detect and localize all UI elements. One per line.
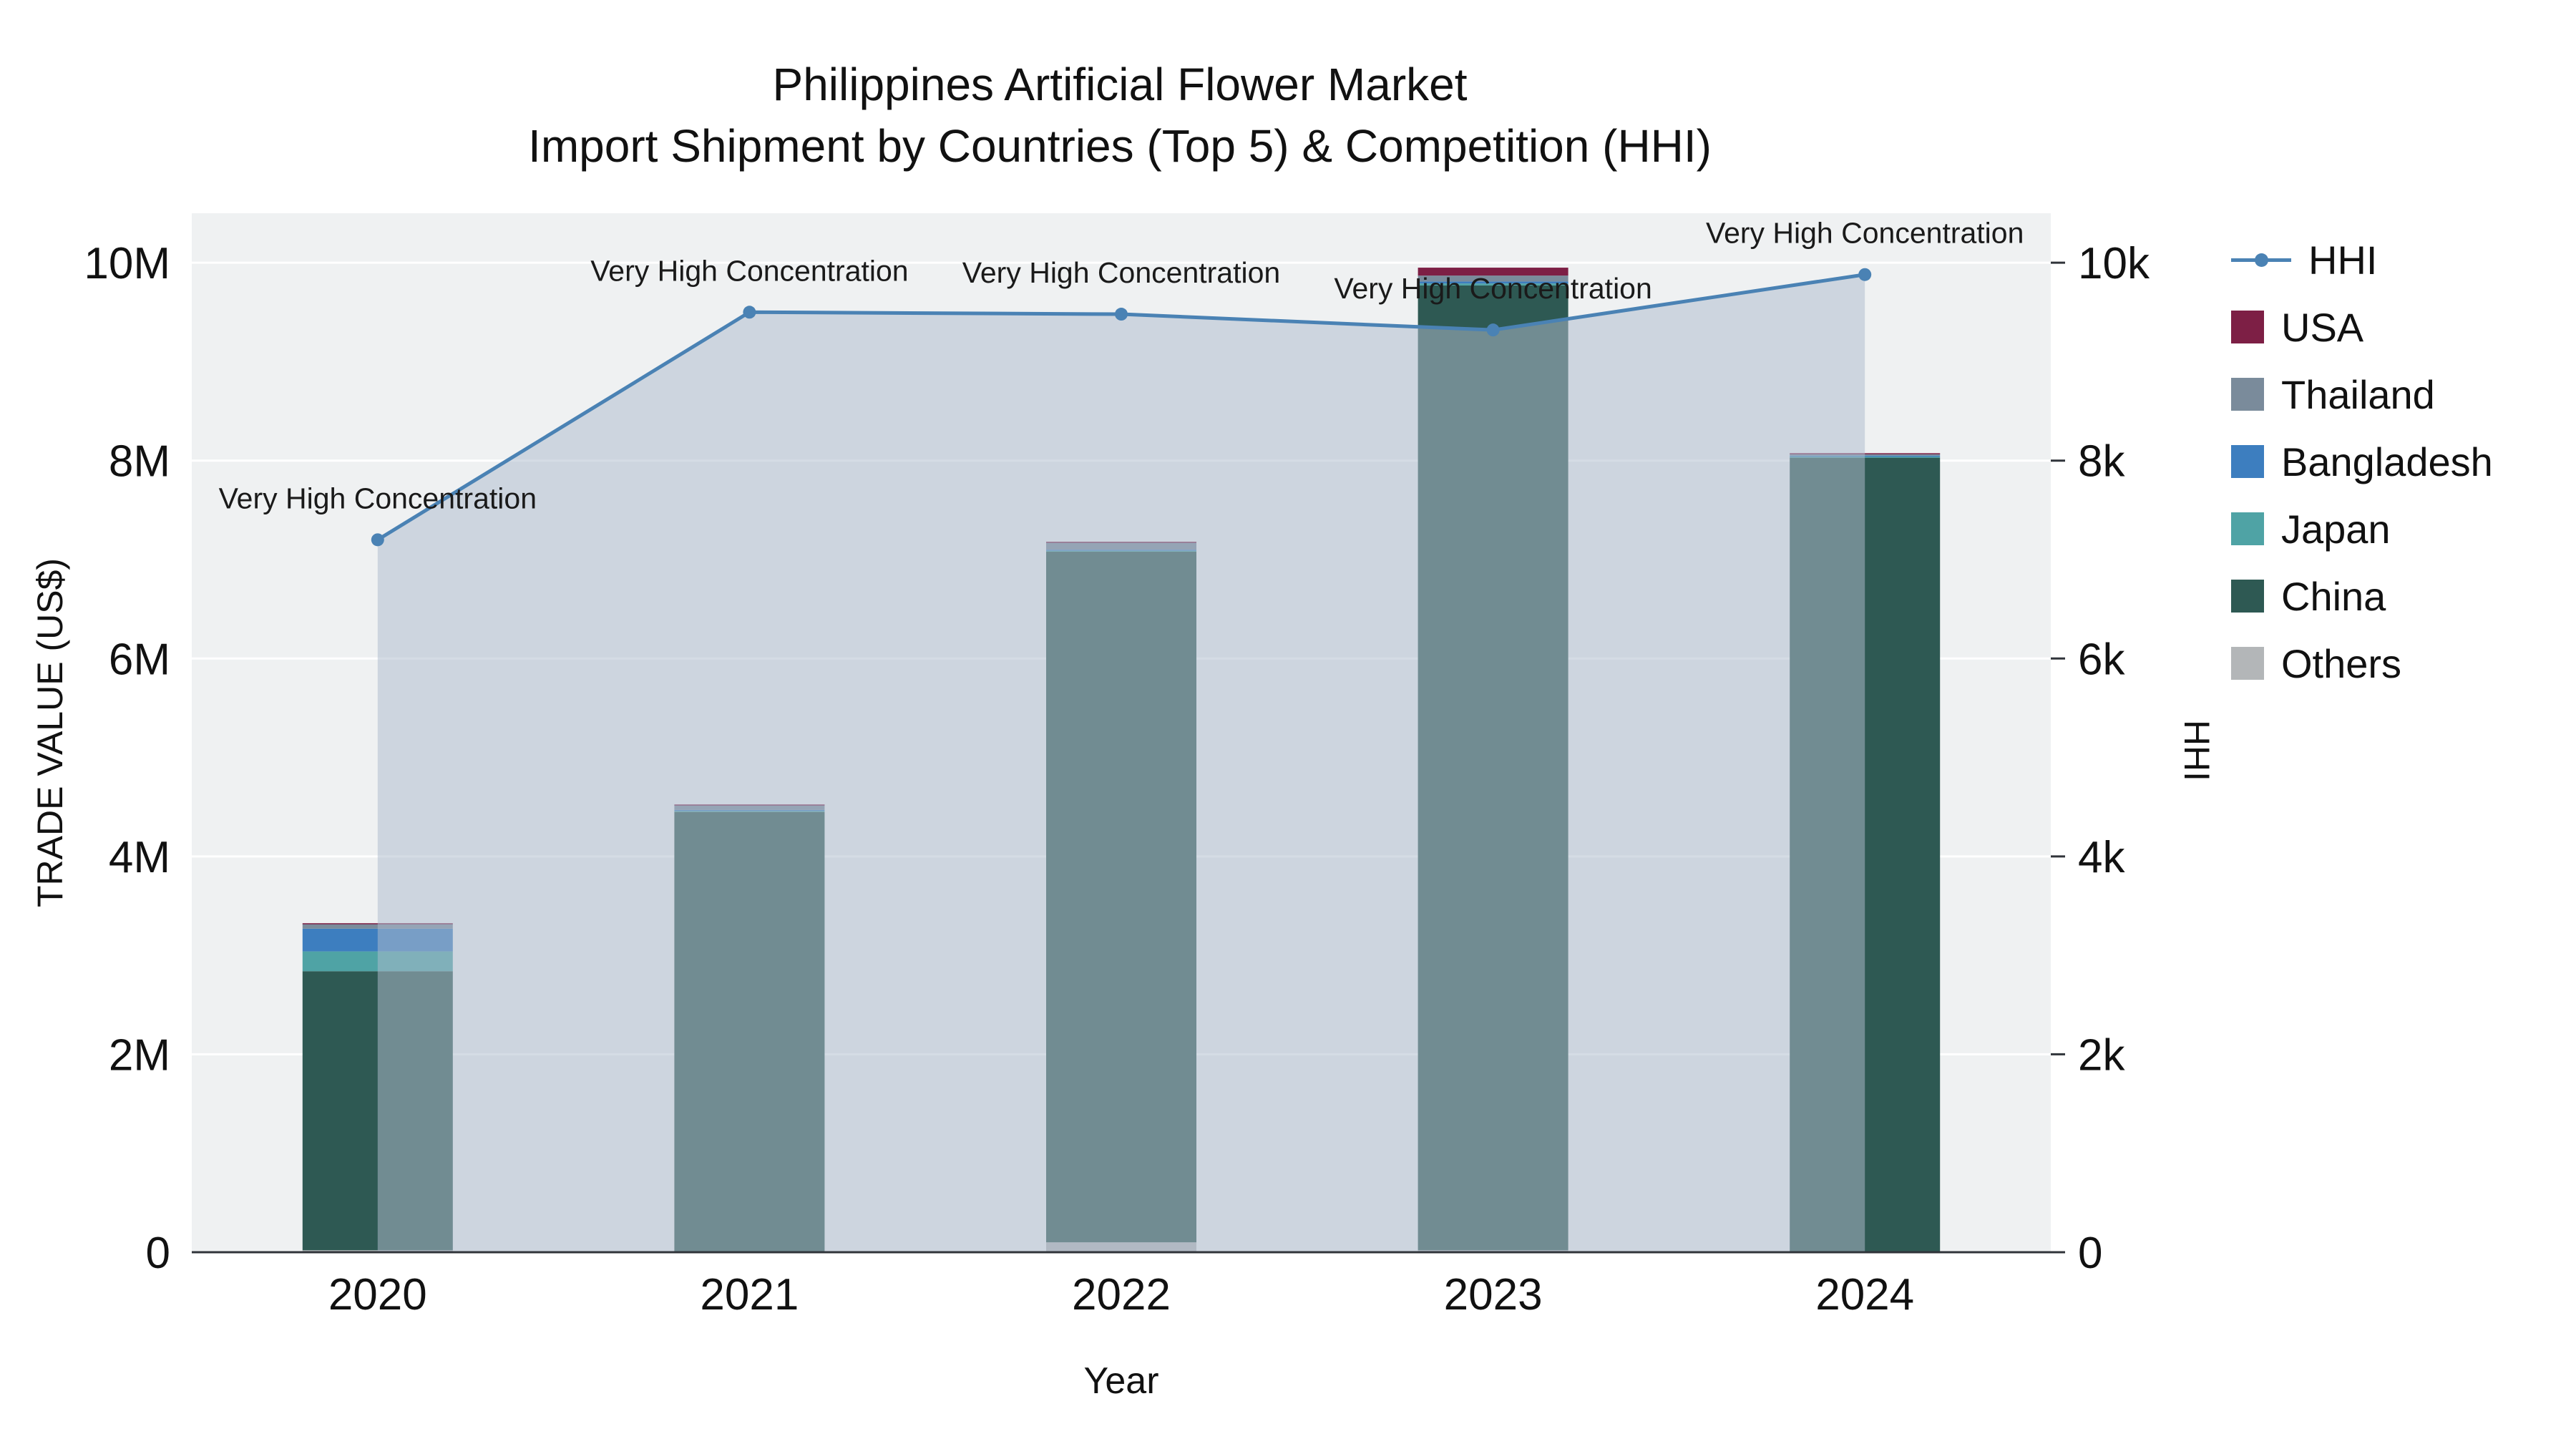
- legend-color-swatch: [2231, 378, 2264, 411]
- left-axis-tick-label: 8M: [109, 437, 170, 487]
- left-axis-tick-label: 6M: [109, 635, 170, 684]
- x-axis-tick-label: 2020: [328, 1270, 427, 1319]
- right-axis-tick-label: 4k: [2078, 833, 2125, 882]
- chart-title: Philippines Artificial Flower Market Imp…: [0, 54, 2240, 177]
- left-axis-tick-label: 2M: [109, 1030, 170, 1080]
- x-axis-tick-label: 2023: [1444, 1270, 1543, 1319]
- legend-label: USA: [2281, 304, 2364, 350]
- legend-label: Japan: [2281, 506, 2391, 552]
- hhi-point[interactable]: [1115, 308, 1128, 321]
- hhi-point[interactable]: [743, 306, 756, 319]
- left-axis-tick-label: 4M: [109, 833, 170, 882]
- bar-segment-bangladesh[interactable]: [1418, 281, 1568, 284]
- left-axis-tick-label: 10M: [84, 239, 170, 288]
- legend-color-swatch: [2231, 580, 2264, 613]
- hhi-point[interactable]: [371, 533, 384, 547]
- bar-segment-thailand[interactable]: [1418, 275, 1568, 282]
- chart-title-line1: Philippines Artificial Flower Market: [772, 59, 1468, 110]
- legend-item-thailand[interactable]: Thailand: [2231, 371, 2493, 418]
- legend-item-hhi[interactable]: HHI: [2231, 236, 2493, 283]
- hhi-annotation: Very High Concentration: [1706, 217, 2024, 250]
- legend-color-swatch: [2231, 445, 2264, 478]
- left-axis-tick-label: 0: [146, 1229, 170, 1278]
- hhi-annotation: Very High Concentration: [962, 256, 1280, 289]
- legend: HHI USA Thailand Bangladesh Japan China Others: [2231, 236, 2493, 687]
- x-axis-tick-label: 2022: [1072, 1270, 1171, 1319]
- right-axis-tick-label: 2k: [2078, 1030, 2125, 1080]
- legend-item-japan[interactable]: Japan: [2231, 505, 2493, 552]
- legend-color-swatch: [2231, 647, 2264, 680]
- bar-segment-japan[interactable]: [1418, 283, 1568, 286]
- legend-label: Thailand: [2281, 371, 2435, 417]
- legend-item-others[interactable]: Others: [2231, 640, 2493, 687]
- legend-label: China: [2281, 573, 2386, 619]
- legend-label: HHI: [2308, 237, 2378, 283]
- right-axis-tick-label: 10k: [2078, 239, 2150, 288]
- legend-color-swatch: [2231, 512, 2264, 545]
- hhi-annotation: Very High Concentration: [1334, 272, 1652, 305]
- hhi-area-fill: [377, 274, 1865, 1252]
- x-axis-tick-label: 2021: [700, 1270, 799, 1319]
- right-axis-tick-label: 8k: [2078, 437, 2125, 487]
- x-axis-title: Year: [1083, 1360, 1159, 1402]
- legend-line-swatch: [2231, 243, 2291, 276]
- hhi-annotation: Very High Concentration: [590, 254, 908, 287]
- bar-segment-usa[interactable]: [1418, 268, 1568, 276]
- legend-item-bangladesh[interactable]: Bangladesh: [2231, 438, 2493, 485]
- legend-color-swatch: [2231, 311, 2264, 343]
- legend-item-usa[interactable]: USA: [2231, 303, 2493, 351]
- hhi-annotation: Very High Concentration: [219, 482, 537, 514]
- legend-label: Bangladesh: [2281, 439, 2493, 484]
- x-axis-tick-label: 2024: [1815, 1270, 1914, 1319]
- hhi-point[interactable]: [1486, 323, 1500, 337]
- right-axis-tick-label: 6k: [2078, 635, 2125, 684]
- right-axis-tick-label: 0: [2078, 1229, 2102, 1278]
- legend-label: Others: [2281, 640, 2402, 686]
- chart-title-line2: Import Shipment by Countries (Top 5) & C…: [528, 120, 1712, 172]
- hhi-point[interactable]: [1858, 268, 1872, 281]
- legend-item-china[interactable]: China: [2231, 572, 2493, 620]
